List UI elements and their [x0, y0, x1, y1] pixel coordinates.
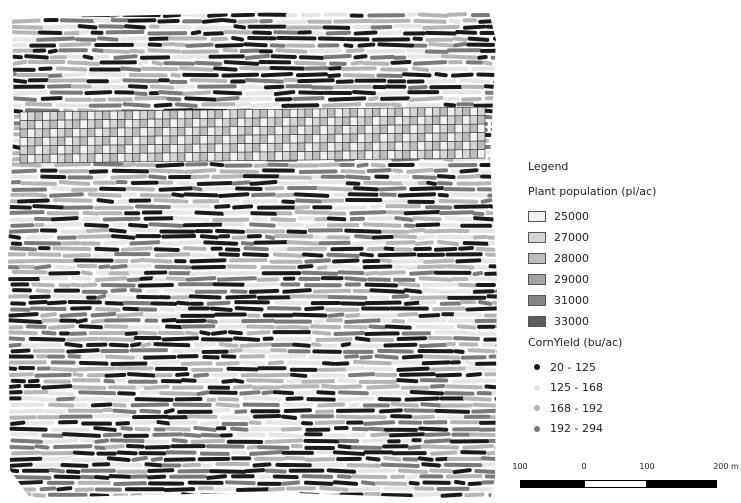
- yield-legend-item: 125 - 168: [528, 378, 733, 399]
- legend: Legend Plant population (pl/ac) 25000 270…: [528, 160, 733, 439]
- yield-label: 20 - 125: [550, 360, 596, 374]
- population-legend-item: 28000: [528, 248, 733, 269]
- scale-bar: 100 0 100 200 m: [512, 462, 739, 502]
- population-label: 33000: [554, 315, 589, 328]
- yield-dot: [534, 384, 540, 391]
- scale-label-mid: 100: [639, 462, 655, 471]
- population-label: 29000: [554, 273, 589, 286]
- population-swatch: [528, 295, 546, 306]
- population-swatch: [528, 274, 546, 285]
- scale-label-end: 200 m: [713, 462, 739, 471]
- yield-legend-list: 20 - 125 125 - 168 168 - 192 192 - 294: [528, 357, 733, 439]
- population-label: 31000: [554, 294, 589, 307]
- scale-segment-1: [520, 480, 584, 488]
- yield-legend-title: CornYield (bu/ac): [528, 336, 623, 349]
- population-legend-list: 25000 27000 28000 29000 31000 33000: [528, 206, 733, 332]
- scale-segment-2: [584, 480, 647, 488]
- yield-dot: [534, 425, 540, 432]
- population-trial-grid: [19, 106, 486, 164]
- yield-legend-item: 20 - 125: [528, 357, 733, 378]
- population-legend-item: 25000: [528, 206, 733, 227]
- yield-label: 168 - 192: [550, 401, 603, 415]
- population-legend-item: 27000: [528, 227, 733, 248]
- population-swatch: [528, 316, 546, 327]
- population-legend-title: Plant population (pl/ac): [528, 185, 657, 198]
- yield-legend-item: 168 - 192: [528, 398, 733, 419]
- population-swatch: [528, 232, 546, 243]
- population-label: 25000: [554, 210, 589, 223]
- field-polygon: [8, 12, 497, 498]
- population-label: 28000: [554, 252, 589, 265]
- yield-label: 192 - 294: [550, 422, 603, 436]
- population-legend-item: 31000: [528, 290, 733, 311]
- population-swatch: [528, 211, 546, 222]
- scale-label-left: 100: [512, 462, 528, 471]
- population-legend-item: 33000: [528, 311, 733, 332]
- scale-label-zero: 0: [581, 462, 587, 471]
- population-label: 27000: [554, 231, 589, 244]
- yield-legend-item: 192 - 294: [528, 419, 733, 440]
- population-swatch: [528, 253, 546, 264]
- yield-dot: [534, 405, 540, 412]
- population-legend-item: 29000: [528, 269, 733, 290]
- yield-dot: [534, 364, 540, 371]
- yield-label: 125 - 168: [550, 381, 603, 395]
- yield-points-layer: [8, 12, 497, 498]
- scale-segment-3: [647, 480, 717, 488]
- legend-title: Legend: [528, 160, 569, 173]
